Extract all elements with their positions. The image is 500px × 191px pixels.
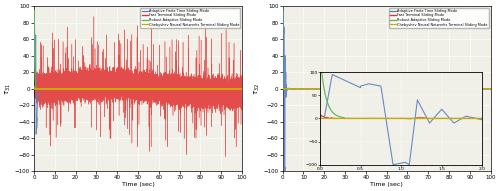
Y-axis label: $\tau_{31}$: $\tau_{31}$: [4, 83, 14, 95]
Y-axis label: $\tau_{32}$: $\tau_{32}$: [253, 83, 262, 95]
Legend: Adaptive Finite Time Sliding Mode, Fast Terminal Sliding Mode, Robust Adaptive S: Adaptive Finite Time Sliding Mode, Fast …: [140, 8, 240, 28]
X-axis label: Time (sec): Time (sec): [370, 182, 403, 187]
X-axis label: Time (sec): Time (sec): [122, 182, 154, 187]
Legend: Adaptive Finite Time Sliding Mode, Fast Terminal Sliding Mode, Robust Adaptive S: Adaptive Finite Time Sliding Mode, Fast …: [389, 8, 489, 28]
